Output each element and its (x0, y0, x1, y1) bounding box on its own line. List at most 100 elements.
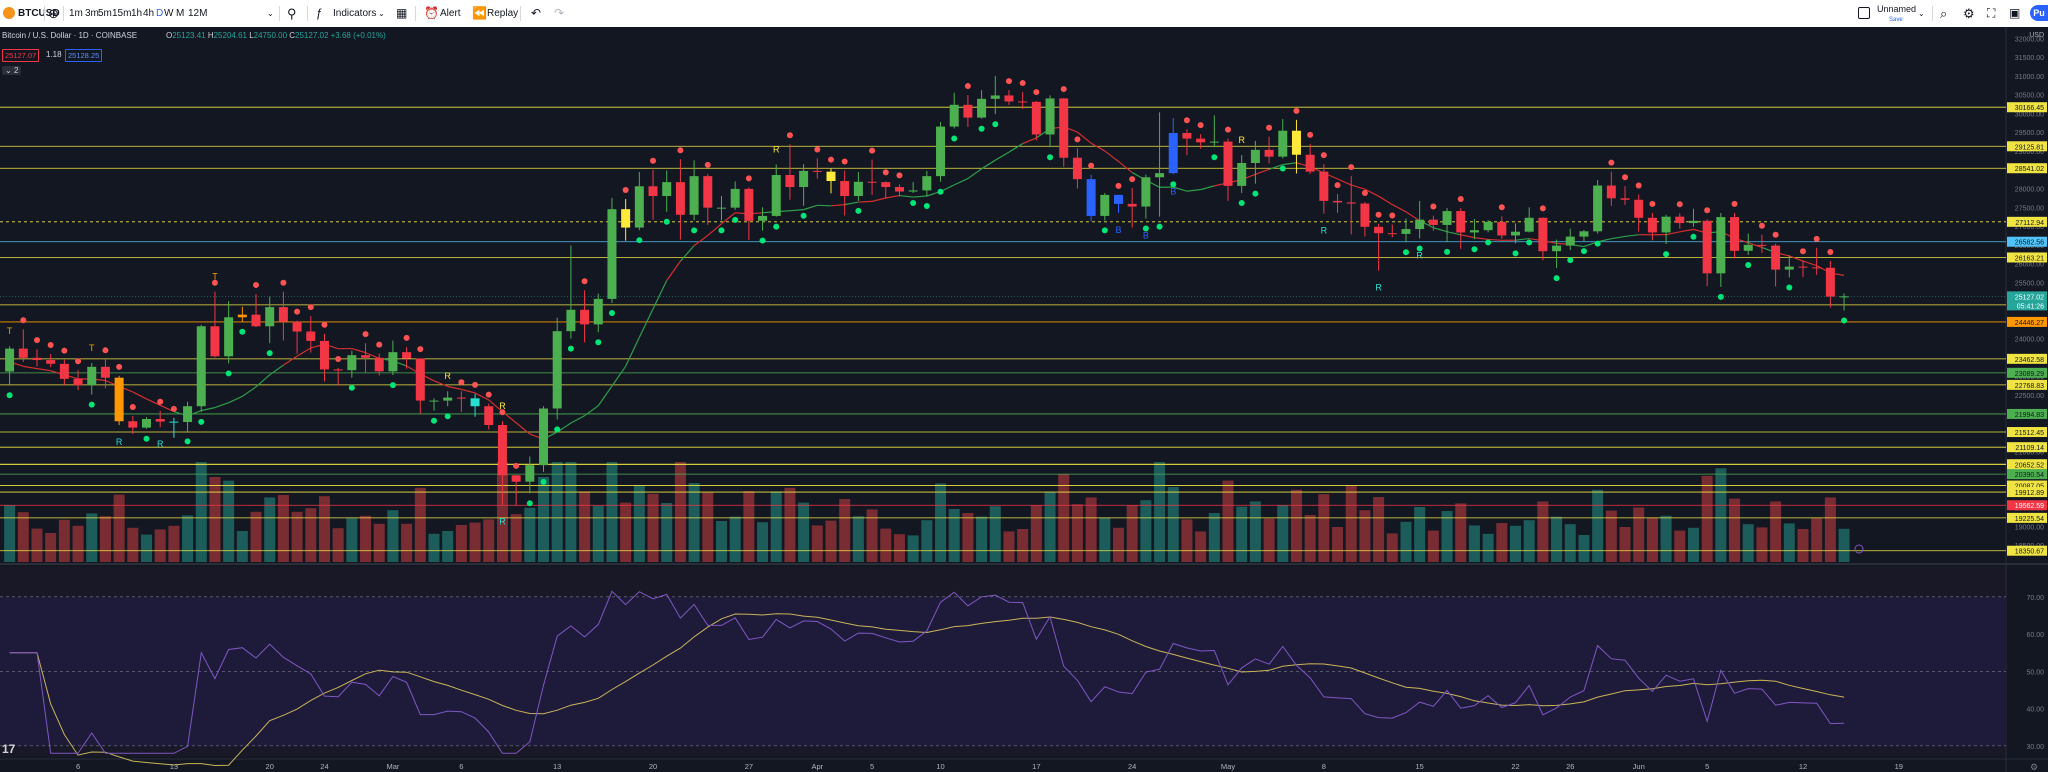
trend-dot (608, 310, 615, 317)
candle-body (73, 378, 83, 386)
layout-name[interactable]: Unnamed (1877, 4, 1917, 14)
candle-body (497, 424, 507, 476)
trailing-stop-segment (255, 374, 271, 388)
volume-bar (1304, 515, 1316, 562)
candle-body (1428, 219, 1438, 225)
volume-bar (784, 487, 796, 562)
collapse-indicators-button[interactable]: ⌄ 2 (2, 66, 22, 75)
candle-body (1524, 217, 1534, 232)
signal-letter: R (116, 437, 123, 447)
candle-body (388, 352, 398, 372)
last-price-tag (2007, 291, 2047, 311)
volume-bar (579, 491, 591, 562)
candle-body (990, 95, 1000, 99)
interval-4h[interactable]: 4h (143, 8, 155, 19)
alert-button[interactable]: Alert (440, 8, 461, 19)
undo-icon[interactable]: ↶ (531, 6, 542, 20)
interval-1m[interactable]: 1m (69, 8, 83, 19)
volume-bar (305, 508, 317, 562)
search-icon[interactable]: ⌕ (1940, 6, 1948, 21)
volume-bar (1783, 523, 1795, 562)
fullscreen-icon[interactable]: ⛶ (1987, 6, 1996, 20)
trend-dot (1567, 257, 1574, 264)
indicators-button[interactable]: Indicators (333, 8, 377, 19)
candle-body (415, 358, 425, 401)
signal-letter: R (773, 145, 780, 155)
settings-gear-icon[interactable]: ⚙ (1963, 6, 1975, 21)
trailing-stop-segment (283, 355, 298, 366)
settings-gear-icon: ⚙ (2030, 762, 2038, 772)
trend-dot (143, 435, 150, 442)
volume-bar (1277, 505, 1289, 562)
indicators-dropdown-icon[interactable]: ⌄ (378, 9, 385, 18)
redo-icon[interactable]: ↷ (554, 6, 565, 20)
rsi-line (9, 590, 1845, 754)
candle-body (1593, 185, 1603, 232)
trend-dot (1088, 162, 1095, 169)
level-price-tag (2007, 427, 2047, 438)
interval-dropdown-icon[interactable]: ⌄ (267, 9, 274, 18)
rsi-tick-label: 50.00 (2026, 669, 2044, 676)
candle-body (1634, 199, 1644, 218)
interval-15m[interactable]: 15m (112, 8, 132, 19)
templates-grid-icon[interactable]: ▦ (396, 6, 408, 20)
buy-price-button[interactable]: 25128.25 (65, 49, 103, 62)
volume-bar (236, 531, 248, 562)
trailing-stop-segment (1255, 168, 1270, 175)
interval-d[interactable]: D (156, 8, 164, 19)
trend-dot (1526, 239, 1533, 246)
sell-price-button[interactable]: 25127.07 (2, 49, 40, 62)
candle-body (1688, 220, 1698, 224)
publish-button[interactable]: Pu (2030, 5, 2048, 21)
signal-letter: R (499, 517, 506, 527)
chart-type-candles-icon[interactable]: ⚲ (287, 6, 297, 21)
candle-body (470, 398, 480, 407)
candle-body (59, 363, 69, 379)
volume-series (4, 462, 1850, 562)
level-price-tag (2007, 216, 2047, 227)
candle-body (1168, 132, 1178, 174)
replay-icon[interactable]: ⏪ (472, 6, 487, 20)
trailing-stop-segment (36, 368, 51, 372)
volume-bar (757, 522, 769, 562)
interval-12m[interactable]: 12M (188, 8, 208, 19)
rsi-tick-label: 60.00 (2026, 632, 2044, 639)
candle-body (155, 418, 165, 422)
volume-bar (1085, 497, 1097, 562)
time-tick-label: Apr (811, 762, 823, 771)
interval-3m[interactable]: 3m (85, 8, 99, 19)
candle-body (1004, 95, 1014, 102)
candle-body (1360, 203, 1370, 227)
layout-checkbox-icon[interactable] (1858, 7, 1870, 19)
volume-bar (976, 516, 988, 562)
signal-letter: B (1143, 231, 1149, 241)
volume-bar (1044, 491, 1056, 562)
alert-clock-icon[interactable]: ⏰ (424, 6, 439, 20)
interval-5m[interactable]: 5m (98, 8, 112, 19)
candle-body (539, 408, 549, 466)
volume-bar (45, 533, 57, 562)
trend-dot (1676, 201, 1683, 208)
toolbar-divider (415, 6, 416, 21)
trailing-stop-segment (269, 364, 284, 376)
replay-button[interactable]: Replay (487, 8, 519, 19)
layout-dropdown-icon[interactable]: ⌄ (1918, 9, 1925, 18)
trailing-stop-segment (830, 204, 845, 207)
trailing-stop-segment (447, 385, 462, 390)
interval-m[interactable]: M (176, 8, 185, 19)
indicators-icon[interactable]: ƒ (316, 6, 323, 20)
symbol-search-button[interactable]: BTCUSD (18, 8, 60, 19)
rsi-tick-label: 30.00 (2026, 744, 2044, 751)
volume-bar (1441, 511, 1453, 562)
time-tick-label: 8 (1322, 762, 1326, 771)
camera-snapshot-icon[interactable]: ▣ (2009, 6, 2021, 20)
interval-1h[interactable]: 1h (131, 8, 143, 19)
price-tick-label: 28000.00 (2015, 187, 2044, 194)
trend-dot (1033, 89, 1040, 96)
interval-w[interactable]: W (164, 8, 174, 19)
compare-symbol-icon[interactable]: ⊕ (48, 6, 59, 21)
trend-dot (773, 223, 780, 230)
level-price-label: 20652.52 (2015, 462, 2044, 469)
trend-dot (102, 347, 109, 354)
